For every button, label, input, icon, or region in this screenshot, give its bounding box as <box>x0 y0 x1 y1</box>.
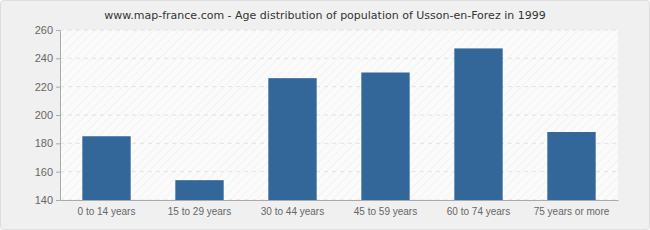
x-tick-label: 30 to 44 years <box>261 206 324 217</box>
title: www.map-france.com - Age distribution of… <box>104 9 545 22</box>
background <box>1 1 650 230</box>
y-tick-label: 220 <box>35 81 53 93</box>
y-tick-label: 180 <box>35 137 53 149</box>
y-tick: 160 <box>35 166 60 178</box>
x-tick-label: 60 to 74 years <box>447 206 510 217</box>
bar <box>175 180 223 200</box>
bar <box>547 132 595 200</box>
y-tick-mark <box>56 172 60 173</box>
x-tick: 75 years or more <box>534 206 610 217</box>
y-axis-line <box>60 31 61 201</box>
bar <box>82 136 130 200</box>
grid <box>60 30 618 200</box>
y-tick-mark <box>56 58 60 59</box>
grid-line <box>60 143 618 144</box>
x-axis-line <box>61 200 619 201</box>
grid-line <box>60 86 618 87</box>
x-tick: 60 to 74 years <box>447 206 510 217</box>
y-tick-label: 160 <box>35 166 53 178</box>
y-tick-mark <box>56 30 60 31</box>
y-tick: 240 <box>35 52 60 64</box>
x-tick: 30 to 44 years <box>261 206 324 217</box>
y-tick-label: 260 <box>35 24 53 36</box>
y-tick: 220 <box>35 81 60 93</box>
y-axis: 140 160 180 200 220 240 260 <box>35 24 61 206</box>
grid-line <box>60 115 618 116</box>
x-tick-label: 0 to 14 years <box>78 206 136 217</box>
y-tick-mark <box>56 87 60 88</box>
y-tick: 180 <box>35 137 60 149</box>
x-tick-label: 45 to 59 years <box>354 206 417 217</box>
bar <box>268 78 316 200</box>
y-tick: 200 <box>35 109 60 121</box>
chart: www.map-france.com - Age distribution of… <box>0 0 650 230</box>
y-tick-mark <box>56 143 60 144</box>
bar <box>454 48 502 200</box>
plot-area <box>60 30 618 200</box>
y-tick-label: 240 <box>35 52 53 64</box>
grid-line <box>60 58 618 59</box>
y-tick-label: 140 <box>35 194 53 206</box>
y-tick-mark <box>56 200 60 201</box>
y-tick-label: 200 <box>35 109 53 121</box>
x-tick-label: 15 to 29 years <box>168 206 231 217</box>
bar <box>361 73 409 201</box>
grid-line <box>60 30 618 31</box>
x-tick-label: 75 years or more <box>534 206 610 217</box>
grid-line <box>60 171 618 172</box>
y-tick: 140 <box>35 194 60 206</box>
x-axis: 0 to 14 years 15 to 29 years 30 to 44 year… <box>61 201 619 218</box>
y-tick: 260 <box>35 24 60 36</box>
x-tick: 45 to 59 years <box>354 206 417 217</box>
x-tick: 15 to 29 years <box>168 206 231 217</box>
y-tick-mark <box>56 115 60 116</box>
grid-line <box>60 200 618 201</box>
bars <box>82 48 595 200</box>
plot: 140 160 180 200 220 240 260 0 to 14 years 15 to … <box>35 24 619 217</box>
x-tick: 0 to 14 years <box>78 206 136 217</box>
